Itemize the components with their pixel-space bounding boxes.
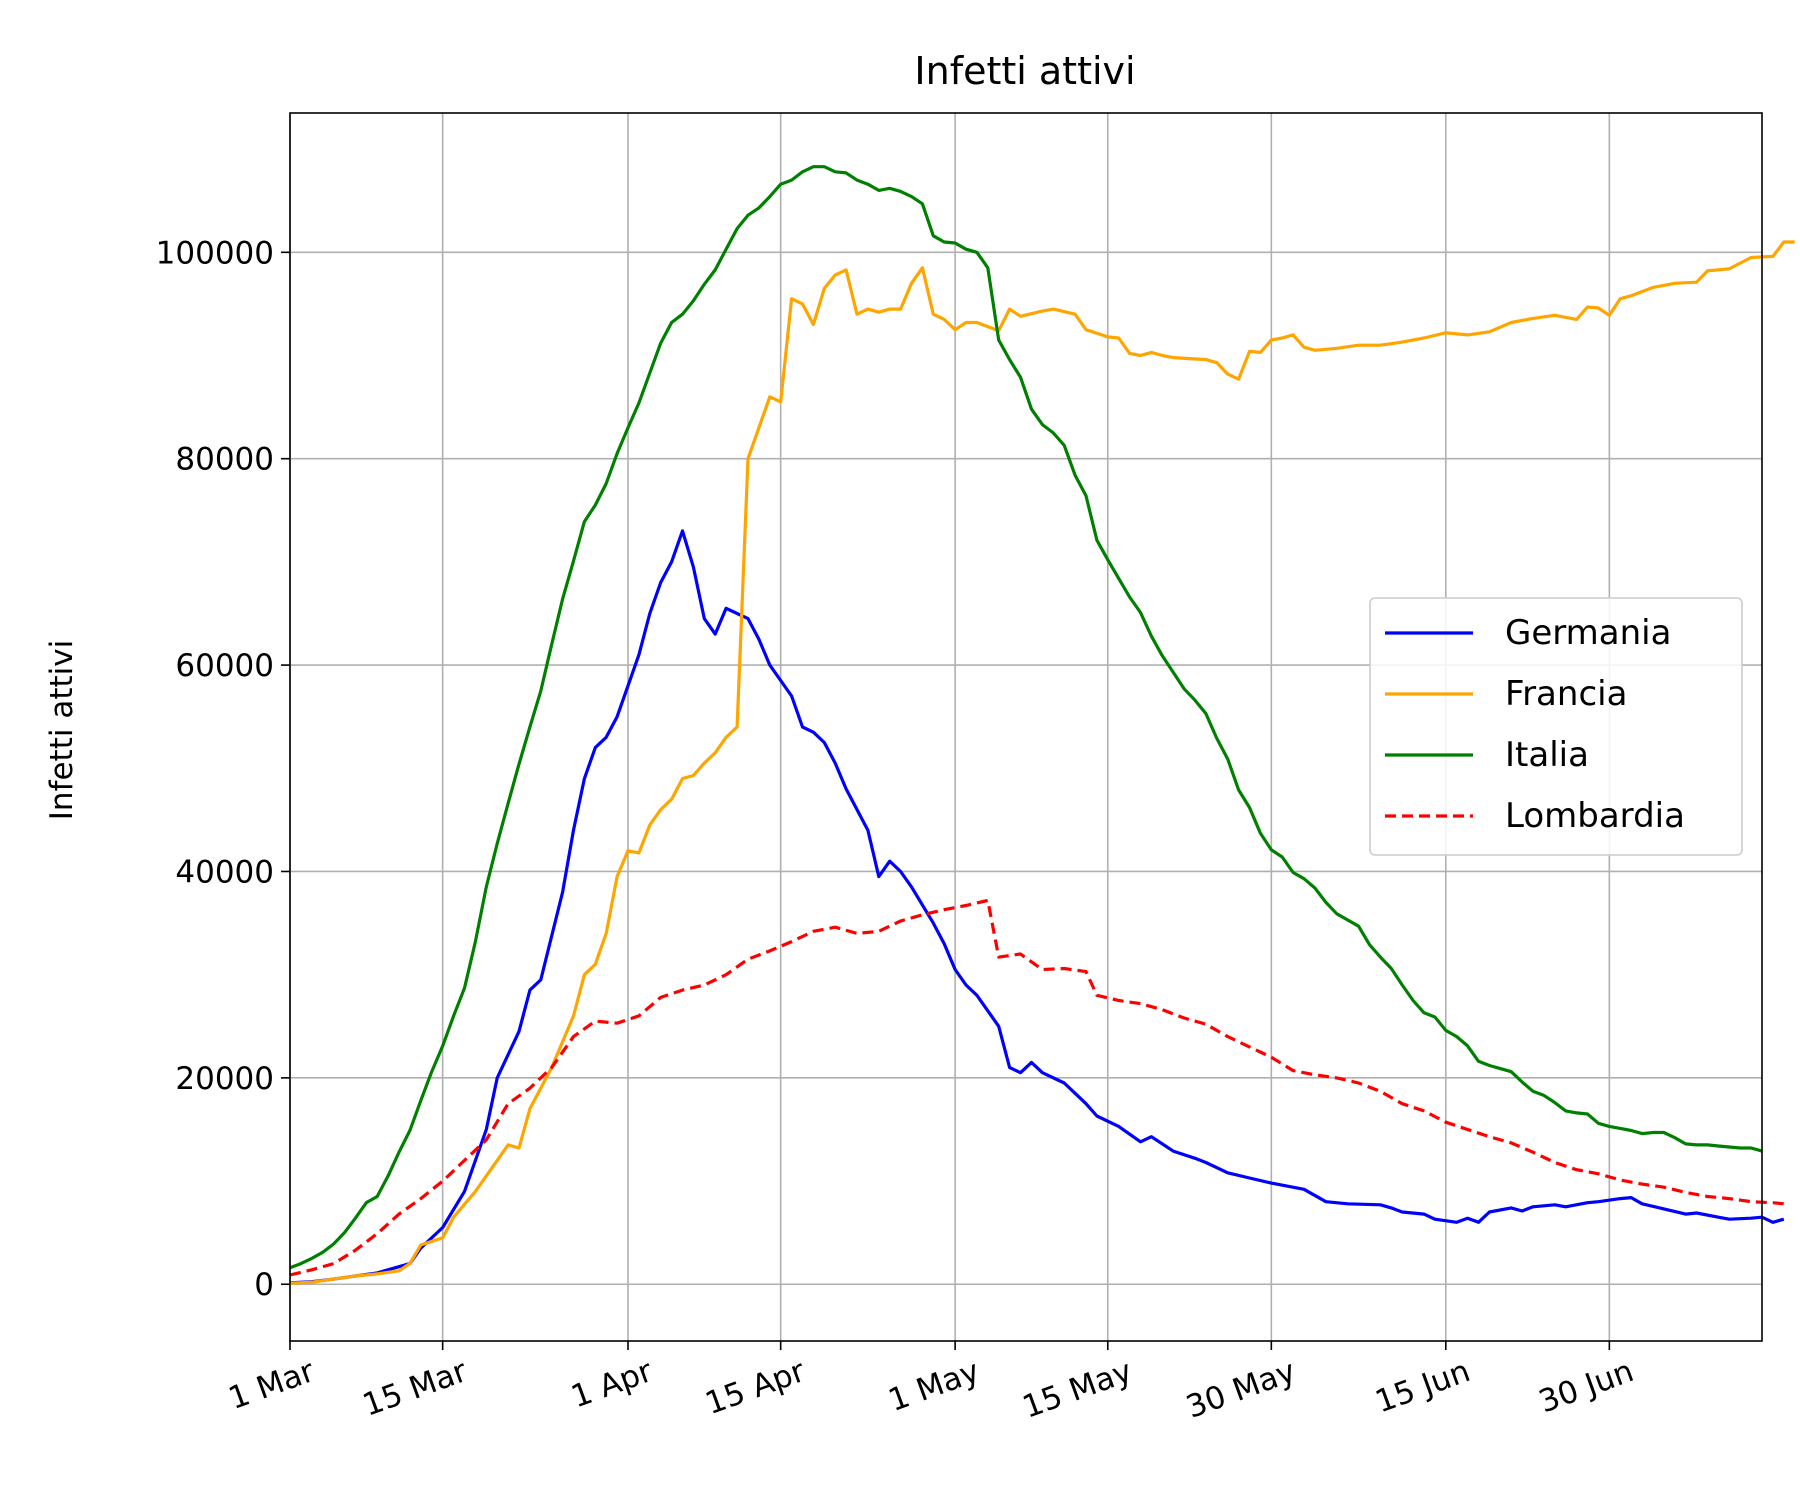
y-tick-label: 0 bbox=[254, 1267, 274, 1303]
legend-label: Germania bbox=[1505, 613, 1671, 653]
legend-label: Italia bbox=[1505, 735, 1589, 775]
legend: Germania Francia Italia Lombardia bbox=[1369, 597, 1743, 856]
y-tick-label: 80000 bbox=[175, 442, 274, 478]
series-line-lombardia bbox=[289, 898, 1784, 1277]
series-lines bbox=[289, 165, 1795, 1285]
legend-label: Lombardia bbox=[1505, 796, 1685, 836]
y-tick-label: 20000 bbox=[175, 1061, 274, 1097]
series-line-germania bbox=[289, 529, 1785, 1285]
y-tick-label: 100000 bbox=[156, 235, 274, 271]
series-line-francia bbox=[289, 240, 1795, 1285]
y-axis-label: Infetti attivi bbox=[44, 640, 80, 820]
legend-label: Francia bbox=[1505, 674, 1627, 714]
chart-title: Infetti attivi bbox=[914, 49, 1135, 93]
plot-frame bbox=[289, 112, 1763, 1342]
series-line-italia bbox=[289, 165, 1763, 1270]
legend-box bbox=[1369, 597, 1743, 856]
y-tick-label: 60000 bbox=[175, 648, 274, 684]
y-tick-label: 40000 bbox=[175, 854, 274, 890]
